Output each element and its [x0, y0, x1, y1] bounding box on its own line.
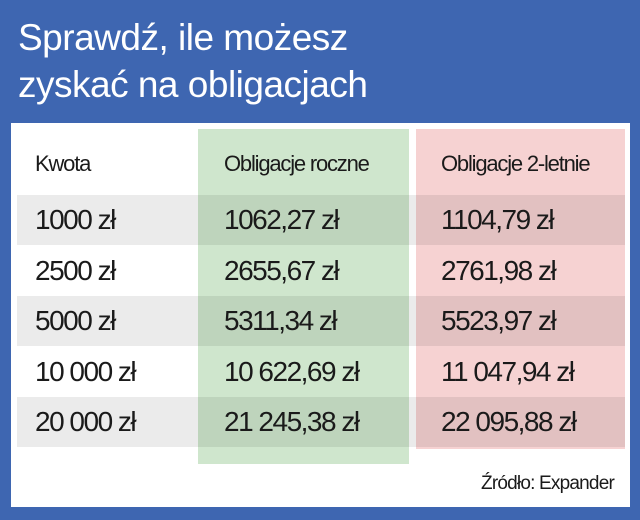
header-row: Kwota Obligacje roczne Obligacje 2-letnie — [17, 139, 625, 189]
table-cell: 20 000 zł — [35, 406, 137, 437]
table-cell: 21 245,38 zł — [224, 406, 360, 437]
table-row: 2500 zł 2655,67 zł 2761,98 zł — [17, 246, 625, 296]
annual-bonds-column-bg — [198, 129, 409, 464]
table-panel: Kwota Obligacje roczne Obligacje 2-letnie 1… — [11, 123, 630, 507]
column-header: Obligacje roczne — [224, 151, 370, 176]
table-cell: 5311,34 zł — [224, 305, 338, 336]
two-year-bonds-column-bg — [416, 129, 625, 449]
table-cell: 1062,27 zł — [224, 204, 340, 235]
table-cell: 1000 zł — [35, 204, 116, 235]
source-note: Źródło: Expander — [481, 473, 615, 494]
table-cell: 11 047,94 zł — [441, 355, 575, 387]
table-cell: 10 000 zł — [35, 355, 137, 387]
table-cell: 5000 zł — [35, 305, 116, 336]
table-cell: 2655,67 zł — [224, 254, 340, 286]
table-row: 5000 zł 5311,34 zł 5523,97 zł — [17, 296, 625, 346]
table-row: 1000 zł 1062,27 zł 1104,79 zł — [17, 195, 625, 245]
table-row: 10 000 zł 10 622,69 zł 11 047,94 zł — [17, 347, 625, 397]
table-cell: 2761,98 zł — [441, 254, 557, 286]
table-row: 20 000 zł 21 245,38 zł 22 095,88 zł — [17, 397, 625, 447]
title-line-1: Sprawdź, ile możesz — [18, 17, 348, 58]
table-cell: 10 622,69 zł — [224, 355, 360, 387]
table-cell: 22 095,88 zł — [441, 406, 577, 437]
column-header: Kwota — [35, 151, 91, 176]
title-line-2: zyskać na obligacjach — [18, 64, 368, 105]
column-header: Obligacje 2-letnie — [441, 151, 591, 176]
table-cell: 2500 zł — [35, 254, 116, 286]
table-cell: 1104,79 zł — [441, 204, 555, 235]
table-cell: 5523,97 zł — [441, 305, 557, 336]
infographic-title: Sprawdź, ile możesz zyskać na obligacjac… — [18, 14, 368, 108]
